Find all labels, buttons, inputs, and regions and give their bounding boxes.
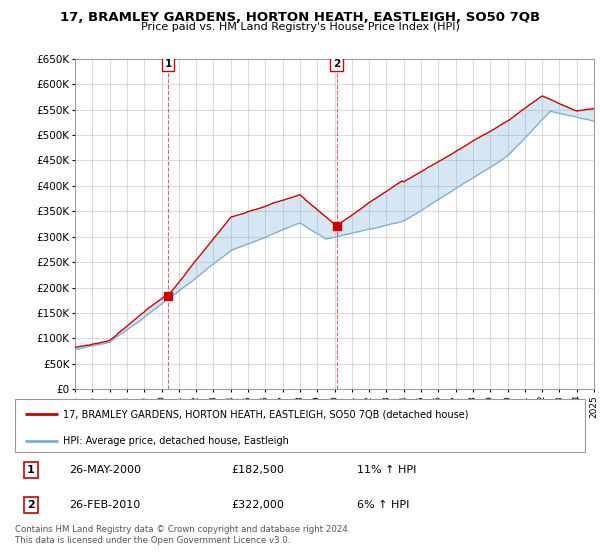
- Text: 1: 1: [164, 59, 172, 69]
- Text: 17, BRAMLEY GARDENS, HORTON HEATH, EASTLEIGH, SO50 7QB: 17, BRAMLEY GARDENS, HORTON HEATH, EASTL…: [60, 11, 540, 24]
- Text: £322,000: £322,000: [232, 500, 284, 510]
- Text: 17, BRAMLEY GARDENS, HORTON HEATH, EASTLEIGH, SO50 7QB (detached house): 17, BRAMLEY GARDENS, HORTON HEATH, EASTL…: [64, 409, 469, 419]
- Text: 6% ↑ HPI: 6% ↑ HPI: [357, 500, 409, 510]
- Text: HPI: Average price, detached house, Eastleigh: HPI: Average price, detached house, East…: [64, 436, 289, 446]
- FancyBboxPatch shape: [15, 399, 585, 452]
- Text: Contains HM Land Registry data © Crown copyright and database right 2024.
This d: Contains HM Land Registry data © Crown c…: [15, 525, 350, 545]
- Text: £182,500: £182,500: [232, 465, 284, 475]
- Text: 26-MAY-2000: 26-MAY-2000: [69, 465, 141, 475]
- Text: Price paid vs. HM Land Registry's House Price Index (HPI): Price paid vs. HM Land Registry's House …: [140, 22, 460, 32]
- Text: 1: 1: [27, 465, 35, 475]
- Text: 26-FEB-2010: 26-FEB-2010: [69, 500, 140, 510]
- Text: 2: 2: [27, 500, 35, 510]
- Text: 2: 2: [333, 59, 340, 69]
- Text: 11% ↑ HPI: 11% ↑ HPI: [357, 465, 416, 475]
